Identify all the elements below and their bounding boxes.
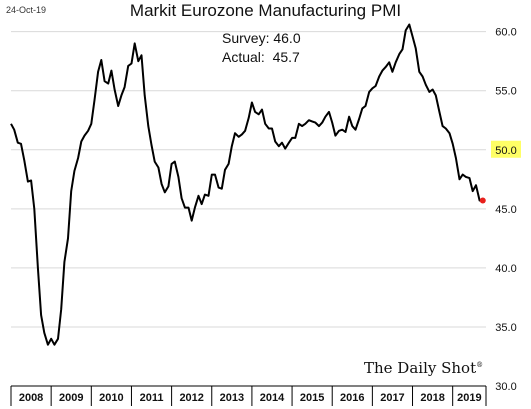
- grid-lines: [11, 31, 486, 328]
- y-tick-label: 55.0: [495, 86, 516, 98]
- x-tick-label: 2014: [260, 392, 285, 404]
- x-axis: 2008 2009 2010 2011 2012 2013 2014 2015 2016 2017…: [10, 385, 487, 406]
- y-tick-label: 45.0: [495, 204, 516, 216]
- brand-name: The Daily Shot: [364, 359, 477, 377]
- x-tick-label: 2010: [99, 392, 123, 404]
- actual-annotation: Actual: 45.7: [222, 49, 300, 65]
- x-tick-label: 2011: [140, 392, 164, 404]
- y-axis: 30.0 35.0 40.0 45.0 50.0 55.0 60.0: [491, 27, 521, 393]
- y-tick-label: 30.0: [495, 381, 516, 393]
- series-layer: [10, 23, 486, 346]
- x-tick-label: 2012: [179, 392, 203, 404]
- x-tick-label: 2017: [380, 392, 404, 404]
- x-tick-label: 2018: [420, 392, 444, 404]
- x-tick-label: 2008: [19, 392, 43, 404]
- y-tick-label: 50.0: [495, 145, 516, 157]
- last-value-marker: [479, 197, 486, 204]
- x-tick-label: 2009: [59, 392, 83, 404]
- y-tick-label: 40.0: [495, 263, 516, 275]
- brand-logo: The Daily Shot®: [364, 359, 483, 377]
- highlight-box: [491, 140, 521, 158]
- y-tick-label: 35.0: [495, 322, 516, 334]
- chart-title: Markit Eurozone Manufacturing PMI: [129, 1, 402, 20]
- pmi-series-line: [10, 23, 483, 346]
- date-stamp: 24-Oct-19: [6, 5, 47, 15]
- y-tick-label: 60.0: [495, 27, 516, 39]
- x-tick-label: 2015: [300, 392, 324, 404]
- x-tick-label: 2019: [457, 392, 481, 404]
- survey-annotation: Survey: 46.0: [222, 30, 301, 46]
- x-tick-label: 2013: [220, 392, 244, 404]
- brand-mark: ®: [476, 361, 484, 369]
- x-tick-label: 2016: [340, 392, 364, 404]
